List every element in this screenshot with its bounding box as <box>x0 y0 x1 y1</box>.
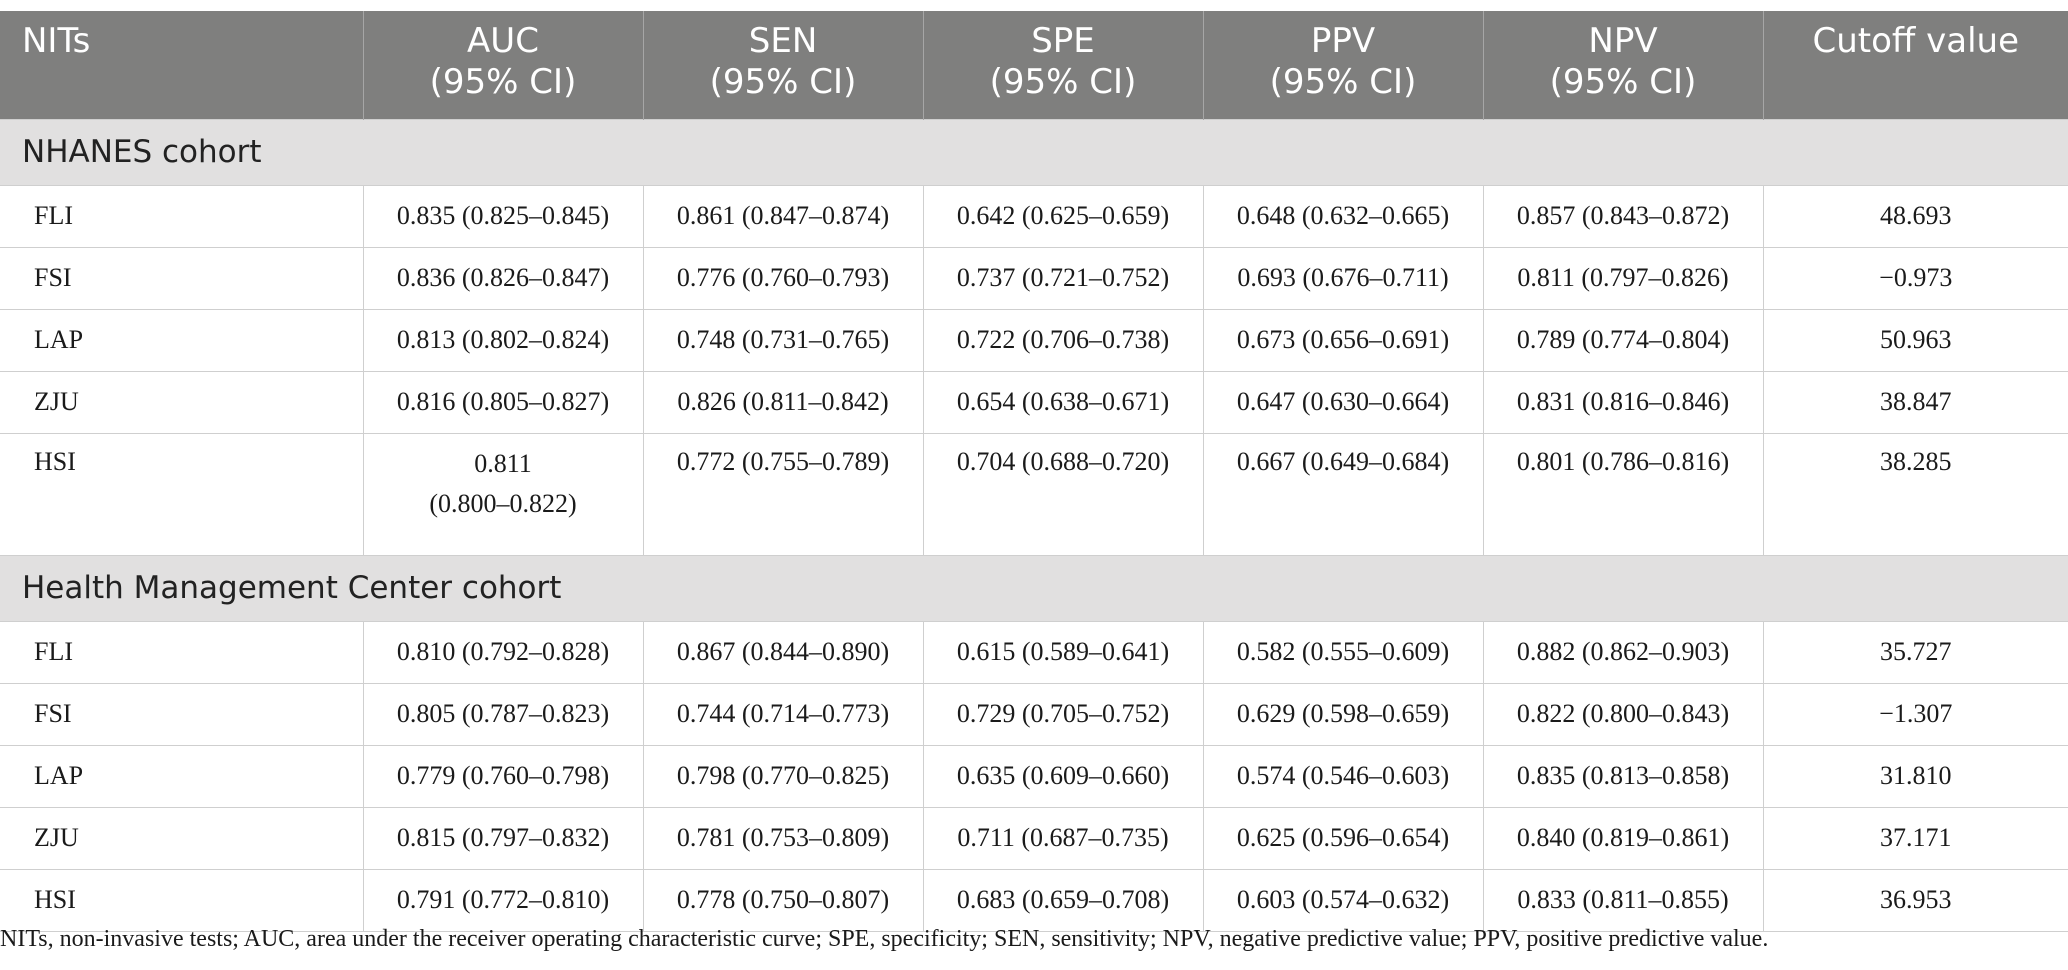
table-row: LAP 0.813 (0.802–0.824) 0.748 (0.731–0.7… <box>0 309 2068 372</box>
cell-auc: 0.813 (0.802–0.824) <box>363 309 644 372</box>
section-title: NHANES cohort <box>0 118 2068 186</box>
cell-sen: 0.748 (0.731–0.765) <box>643 309 924 372</box>
cell-sen: 0.744 (0.714–0.773) <box>643 683 924 746</box>
cell-cutoff: 36.953 <box>1763 869 2068 932</box>
header-row: NITs AUC (95% CI) SEN (95% CI) SPE (95% CI)… <box>0 11 2068 119</box>
cell-npv: 0.801 (0.786–0.816) <box>1483 433 1764 556</box>
section-row: NHANES cohort <box>0 118 2068 186</box>
cell-sen: 0.861 (0.847–0.874) <box>643 185 924 248</box>
cell-ppv: 0.603 (0.574–0.632) <box>1203 869 1484 932</box>
cell-nit: FLI <box>0 185 364 248</box>
cell-auc: 0.805 (0.787–0.823) <box>363 683 644 746</box>
cell-auc: 0.836 (0.826–0.847) <box>363 247 644 310</box>
cell-npv: 0.882 (0.862–0.903) <box>1483 621 1764 684</box>
cell-spe: 0.722 (0.706–0.738) <box>923 309 1204 372</box>
cell-nit: FLI <box>0 621 364 684</box>
cell-spe: 0.711 (0.687–0.735) <box>923 807 1204 870</box>
cell-sen: 0.772 (0.755–0.789) <box>643 433 924 556</box>
cell-auc: 0.810 (0.792–0.828) <box>363 621 644 684</box>
results-table: NITs AUC (95% CI) SEN (95% CI) SPE (95% CI)… <box>0 11 2068 932</box>
header-spe: SPE (95% CI) <box>923 11 1204 119</box>
header-npv: NPV (95% CI) <box>1483 11 1764 119</box>
cell-cutoff: 35.727 <box>1763 621 2068 684</box>
cell-nit: FSI <box>0 683 364 746</box>
header-cutoff: Cutoff value <box>1763 11 2068 119</box>
cell-ppv: 0.582 (0.555–0.609) <box>1203 621 1484 684</box>
cell-spe: 0.642 (0.625–0.659) <box>923 185 1204 248</box>
cell-ppv: 0.647 (0.630–0.664) <box>1203 371 1484 434</box>
cell-auc: 0.815 (0.797–0.832) <box>363 807 644 870</box>
cell-spe: 0.683 (0.659–0.708) <box>923 869 1204 932</box>
cell-ppv: 0.629 (0.598–0.659) <box>1203 683 1484 746</box>
section-title: Health Management Center cohort <box>0 554 2068 622</box>
cell-cutoff: 48.693 <box>1763 185 2068 248</box>
cell-sen: 0.867 (0.844–0.890) <box>643 621 924 684</box>
cell-nit: ZJU <box>0 807 364 870</box>
cell-spe: 0.654 (0.638–0.671) <box>923 371 1204 434</box>
cell-ppv: 0.648 (0.632–0.665) <box>1203 185 1484 248</box>
header-auc: AUC (95% CI) <box>363 11 644 119</box>
cell-npv: 0.835 (0.813–0.858) <box>1483 745 1764 808</box>
cell-ppv: 0.625 (0.596–0.654) <box>1203 807 1484 870</box>
header-nits: NITs <box>0 11 364 119</box>
cell-cutoff: −0.973 <box>1763 247 2068 310</box>
cell-ppv: 0.574 (0.546–0.603) <box>1203 745 1484 808</box>
cell-cutoff: 50.963 <box>1763 309 2068 372</box>
cell-spe: 0.615 (0.589–0.641) <box>923 621 1204 684</box>
cell-ppv: 0.673 (0.656–0.691) <box>1203 309 1484 372</box>
table-row: FSI 0.805 (0.787–0.823) 0.744 (0.714–0.7… <box>0 683 2068 746</box>
section-row: Health Management Center cohort <box>0 554 2068 622</box>
cell-npv: 0.833 (0.811–0.855) <box>1483 869 1764 932</box>
table-container: NITs AUC (95% CI) SEN (95% CI) SPE (95% CI)… <box>0 11 2068 932</box>
cell-auc-ci: (0.800–0.822) <box>429 488 577 518</box>
table-row: FLI 0.810 (0.792–0.828) 0.867 (0.844–0.8… <box>0 621 2068 684</box>
cell-cutoff: 31.810 <box>1763 745 2068 808</box>
cell-sen: 0.798 (0.770–0.825) <box>643 745 924 808</box>
cell-ppv: 0.693 (0.676–0.711) <box>1203 247 1484 310</box>
cell-auc-value: 0.811 <box>474 448 532 478</box>
cell-nit: HSI <box>0 433 364 556</box>
cell-nit: HSI <box>0 869 364 932</box>
table-footnote: NITs, non-invasive tests; AUC, area unde… <box>0 926 1769 952</box>
cell-sen: 0.776 (0.760–0.793) <box>643 247 924 310</box>
cell-npv: 0.831 (0.816–0.846) <box>1483 371 1764 434</box>
cell-sen: 0.778 (0.750–0.807) <box>643 869 924 932</box>
header-sen: SEN (95% CI) <box>643 11 924 119</box>
cell-auc: 0.811 (0.800–0.822) <box>363 433 644 556</box>
table-row: LAP 0.779 (0.760–0.798) 0.798 (0.770–0.8… <box>0 745 2068 808</box>
cell-npv: 0.822 (0.800–0.843) <box>1483 683 1764 746</box>
cell-npv: 0.789 (0.774–0.804) <box>1483 309 1764 372</box>
cell-cutoff: 37.171 <box>1763 807 2068 870</box>
table-row: ZJU 0.816 (0.805–0.827) 0.826 (0.811–0.8… <box>0 371 2068 434</box>
cell-cutoff: −1.307 <box>1763 683 2068 746</box>
cell-auc: 0.816 (0.805–0.827) <box>363 371 644 434</box>
cell-auc: 0.835 (0.825–0.845) <box>363 185 644 248</box>
cell-nit: ZJU <box>0 371 364 434</box>
cell-ppv: 0.667 (0.649–0.684) <box>1203 433 1484 556</box>
cell-sen: 0.781 (0.753–0.809) <box>643 807 924 870</box>
cell-spe: 0.729 (0.705–0.752) <box>923 683 1204 746</box>
cell-cutoff: 38.847 <box>1763 371 2068 434</box>
cell-auc: 0.791 (0.772–0.810) <box>363 869 644 932</box>
cell-npv: 0.811 (0.797–0.826) <box>1483 247 1764 310</box>
cell-spe: 0.635 (0.609–0.660) <box>923 745 1204 808</box>
table-row: FLI 0.835 (0.825–0.845) 0.861 (0.847–0.8… <box>0 185 2068 248</box>
cell-spe: 0.737 (0.721–0.752) <box>923 247 1204 310</box>
cell-cutoff: 38.285 <box>1763 433 2068 556</box>
cell-npv: 0.857 (0.843–0.872) <box>1483 185 1764 248</box>
header-ppv: PPV (95% CI) <box>1203 11 1484 119</box>
cell-nit: FSI <box>0 247 364 310</box>
cell-nit: LAP <box>0 309 364 372</box>
cell-nit: LAP <box>0 745 364 808</box>
table-row: HSI 0.791 (0.772–0.810) 0.778 (0.750–0.8… <box>0 869 2068 932</box>
cell-sen: 0.826 (0.811–0.842) <box>643 371 924 434</box>
table-row: ZJU 0.815 (0.797–0.832) 0.781 (0.753–0.8… <box>0 807 2068 870</box>
cell-auc: 0.779 (0.760–0.798) <box>363 745 644 808</box>
cell-spe: 0.704 (0.688–0.720) <box>923 433 1204 556</box>
table-row: FSI 0.836 (0.826–0.847) 0.776 (0.760–0.7… <box>0 247 2068 310</box>
table-row: HSI 0.811 (0.800–0.822) 0.772 (0.755–0.78… <box>0 433 2068 556</box>
cell-npv: 0.840 (0.819–0.861) <box>1483 807 1764 870</box>
